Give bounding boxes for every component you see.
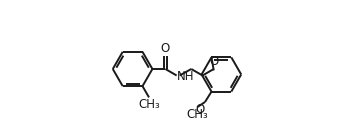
Text: O: O <box>161 42 170 55</box>
Text: O: O <box>195 103 205 116</box>
Text: CH₃: CH₃ <box>186 108 208 121</box>
Text: CH₃: CH₃ <box>139 98 160 111</box>
Text: O: O <box>209 55 218 68</box>
Text: NH: NH <box>177 70 195 83</box>
